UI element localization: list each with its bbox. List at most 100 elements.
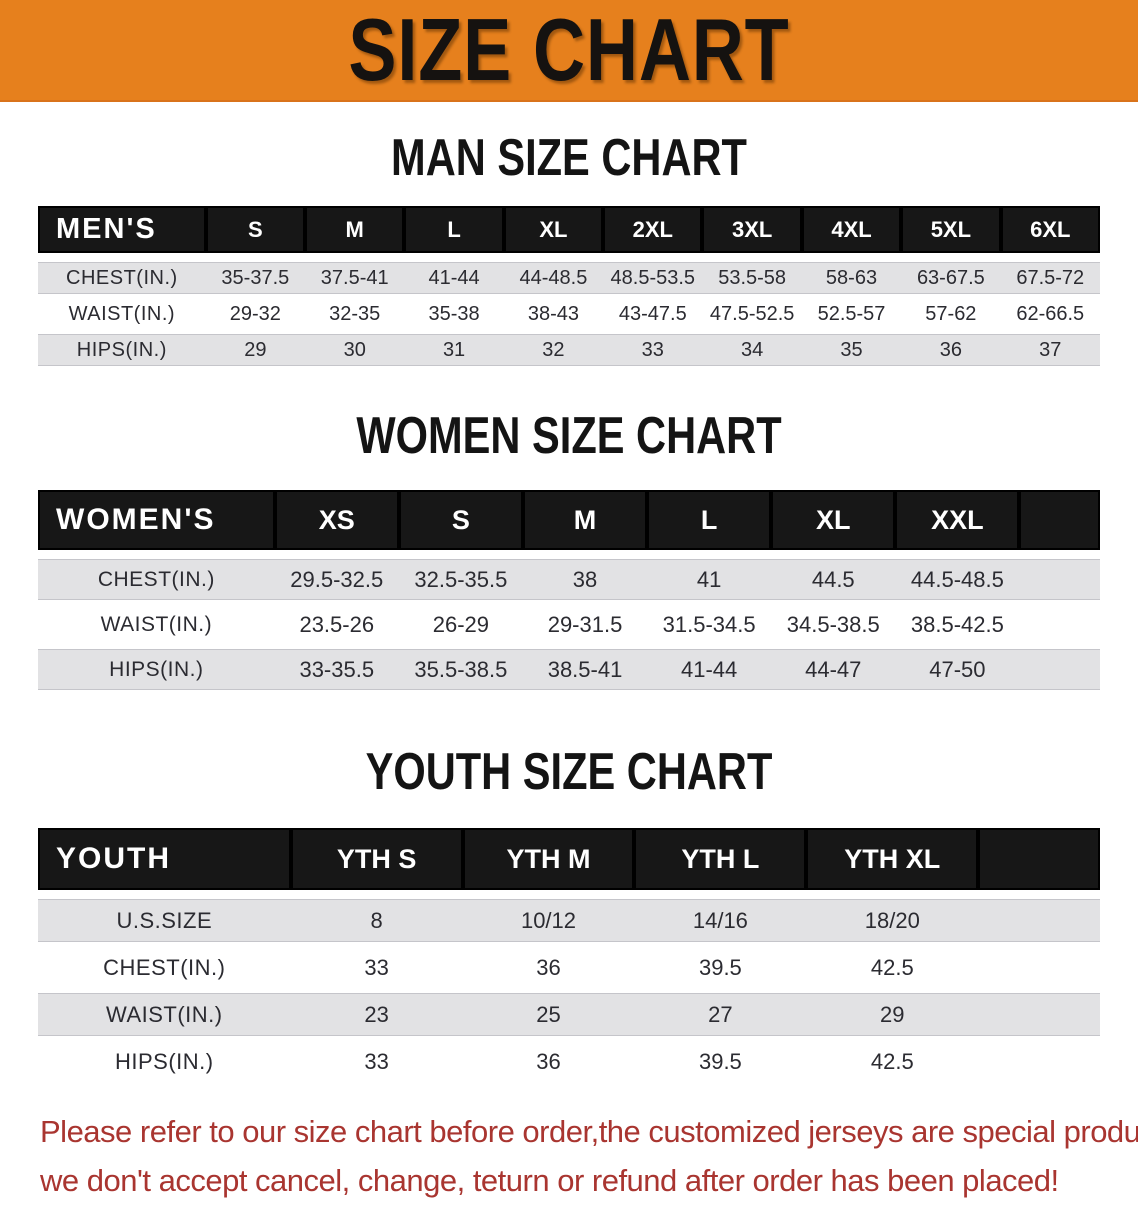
size-value: 44.5-48.5 bbox=[895, 555, 1020, 600]
size-value: 14/16 bbox=[634, 895, 807, 942]
size-value: 39.5 bbox=[634, 1036, 807, 1083]
banner-title: SIZE CHART bbox=[348, 0, 790, 99]
size-value: 29-32 bbox=[205, 294, 306, 330]
size-value: 18/20 bbox=[806, 895, 979, 942]
size-value: 35.5-38.5 bbox=[398, 645, 523, 690]
column-header: XL bbox=[503, 206, 604, 258]
size-value: 39.5 bbox=[634, 942, 807, 989]
column-header: XL bbox=[771, 490, 896, 555]
size-value: 63-67.5 bbox=[901, 258, 1001, 294]
column-header: S bbox=[398, 490, 523, 555]
table-row: HIPS(IN.) 33 36 39.5 42.5 bbox=[38, 1036, 1100, 1083]
size-value: 41-44 bbox=[404, 258, 504, 294]
size-value: 58-63 bbox=[801, 258, 902, 294]
column-header: M bbox=[522, 490, 648, 555]
size-value: 31.5-34.5 bbox=[647, 600, 772, 645]
table-header-row: WOMEN'S XS S M L XL XXL bbox=[38, 490, 1100, 555]
table-group-label: WOMEN'S bbox=[38, 490, 275, 555]
table-header-row: MEN'S S M L XL 2XL 3XL 4XL 5XL 6XL bbox=[38, 206, 1100, 258]
row-spacer bbox=[978, 895, 1100, 942]
size-value: 35 bbox=[801, 330, 902, 366]
size-value: 53.5-58 bbox=[702, 258, 802, 294]
size-value: 44-48.5 bbox=[503, 258, 604, 294]
size-value: 47.5-52.5 bbox=[702, 294, 802, 330]
size-value: 23 bbox=[290, 989, 463, 1036]
size-value: 34.5-38.5 bbox=[771, 600, 896, 645]
size-value: 32-35 bbox=[305, 294, 405, 330]
table-row: HIPS(IN.) 33-35.5 35.5-38.5 38.5-41 41-44 44-… bbox=[38, 645, 1100, 690]
size-value: 42.5 bbox=[806, 1036, 979, 1083]
size-value: 36 bbox=[462, 942, 635, 989]
row-label: CHEST(IN.) bbox=[38, 942, 291, 989]
size-value: 32.5-35.5 bbox=[398, 555, 523, 600]
size-value: 34 bbox=[702, 330, 802, 366]
youth-section: YOUTH SIZE CHART YOUTH YTH S YTH M YTH L YTH… bbox=[0, 746, 1138, 1083]
table-row: CHEST(IN.) 33 36 39.5 42.5 bbox=[38, 942, 1100, 989]
column-header: S bbox=[205, 206, 306, 258]
size-value: 27 bbox=[634, 989, 807, 1036]
table-group-label: YOUTH bbox=[38, 828, 291, 895]
row-label: WAIST(IN.) bbox=[38, 989, 291, 1036]
size-value: 41-44 bbox=[647, 645, 772, 690]
youth-section-heading: YOUTH SIZE CHART bbox=[365, 743, 773, 801]
row-label: WAIST(IN.) bbox=[38, 294, 206, 330]
row-label: HIPS(IN.) bbox=[38, 330, 206, 366]
size-value: 52.5-57 bbox=[801, 294, 902, 330]
size-value: 47-50 bbox=[895, 645, 1020, 690]
size-value: 41 bbox=[647, 555, 772, 600]
men-section-heading: MAN SIZE CHART bbox=[391, 129, 747, 187]
size-value: 23.5-26 bbox=[274, 600, 399, 645]
column-header: YTH S bbox=[290, 828, 463, 895]
size-value: 31 bbox=[404, 330, 504, 366]
youth-size-table: YOUTH YTH S YTH M YTH L YTH XL U.S.SIZE 8 10/12… bbox=[38, 828, 1100, 1083]
size-value: 32 bbox=[503, 330, 604, 366]
table-row: CHEST(IN.) 29.5-32.5 32.5-35.5 38 41 44.5 44.5… bbox=[38, 555, 1100, 600]
row-spacer bbox=[978, 942, 1100, 989]
women-section: WOMEN SIZE CHART WOMEN'S XS S M L XL XXL CHEST(… bbox=[0, 410, 1138, 690]
women-section-heading: WOMEN SIZE CHART bbox=[356, 407, 782, 465]
header-spacer bbox=[978, 828, 1100, 895]
row-spacer bbox=[1019, 600, 1100, 645]
column-header: YTH M bbox=[462, 828, 635, 895]
column-header: 3XL bbox=[702, 206, 802, 258]
size-value: 36 bbox=[901, 330, 1001, 366]
size-value: 29.5-32.5 bbox=[274, 555, 399, 600]
size-value: 38 bbox=[522, 555, 648, 600]
column-header: M bbox=[305, 206, 405, 258]
size-value: 57-62 bbox=[901, 294, 1001, 330]
size-value: 67.5-72 bbox=[1000, 258, 1100, 294]
size-value: 33 bbox=[290, 942, 463, 989]
row-label: U.S.SIZE bbox=[38, 895, 291, 942]
size-value: 38.5-42.5 bbox=[895, 600, 1020, 645]
header-spacer bbox=[1019, 490, 1100, 555]
size-value: 29-31.5 bbox=[522, 600, 648, 645]
column-header: YTH XL bbox=[806, 828, 979, 895]
men-size-table: MEN'S S M L XL 2XL 3XL 4XL 5XL 6XL CHEST(IN.) 35-37… bbox=[38, 206, 1100, 366]
size-value: 35-37.5 bbox=[205, 258, 306, 294]
size-value: 29 bbox=[205, 330, 306, 366]
size-value: 10/12 bbox=[462, 895, 635, 942]
size-value: 33-35.5 bbox=[274, 645, 399, 690]
row-label: HIPS(IN.) bbox=[38, 645, 275, 690]
women-size-table: WOMEN'S XS S M L XL XXL CHEST(IN.) 29.5-32.5 32.5… bbox=[38, 490, 1100, 690]
table-row: WAIST(IN.) 23.5-26 26-29 29-31.5 31.5-34.5 34… bbox=[38, 600, 1100, 645]
column-header: XS bbox=[274, 490, 399, 555]
column-header: YTH L bbox=[634, 828, 807, 895]
row-label: WAIST(IN.) bbox=[38, 600, 275, 645]
row-label: CHEST(IN.) bbox=[38, 555, 275, 600]
table-row: HIPS(IN.) 29 30 31 32 33 34 35 36 37 bbox=[38, 330, 1100, 366]
column-header: 6XL bbox=[1000, 206, 1100, 258]
size-value: 42.5 bbox=[806, 942, 979, 989]
size-value: 33 bbox=[603, 330, 703, 366]
column-header: XXL bbox=[895, 490, 1020, 555]
table-row: U.S.SIZE 8 10/12 14/16 18/20 bbox=[38, 895, 1100, 942]
size-value: 33 bbox=[290, 1036, 463, 1083]
size-value: 35-38 bbox=[404, 294, 504, 330]
table-header-row: YOUTH YTH S YTH M YTH L YTH XL bbox=[38, 828, 1100, 895]
column-header: L bbox=[647, 490, 772, 555]
size-value: 38.5-41 bbox=[522, 645, 648, 690]
size-value: 44-47 bbox=[771, 645, 896, 690]
size-value: 43-47.5 bbox=[603, 294, 703, 330]
size-value: 36 bbox=[462, 1036, 635, 1083]
